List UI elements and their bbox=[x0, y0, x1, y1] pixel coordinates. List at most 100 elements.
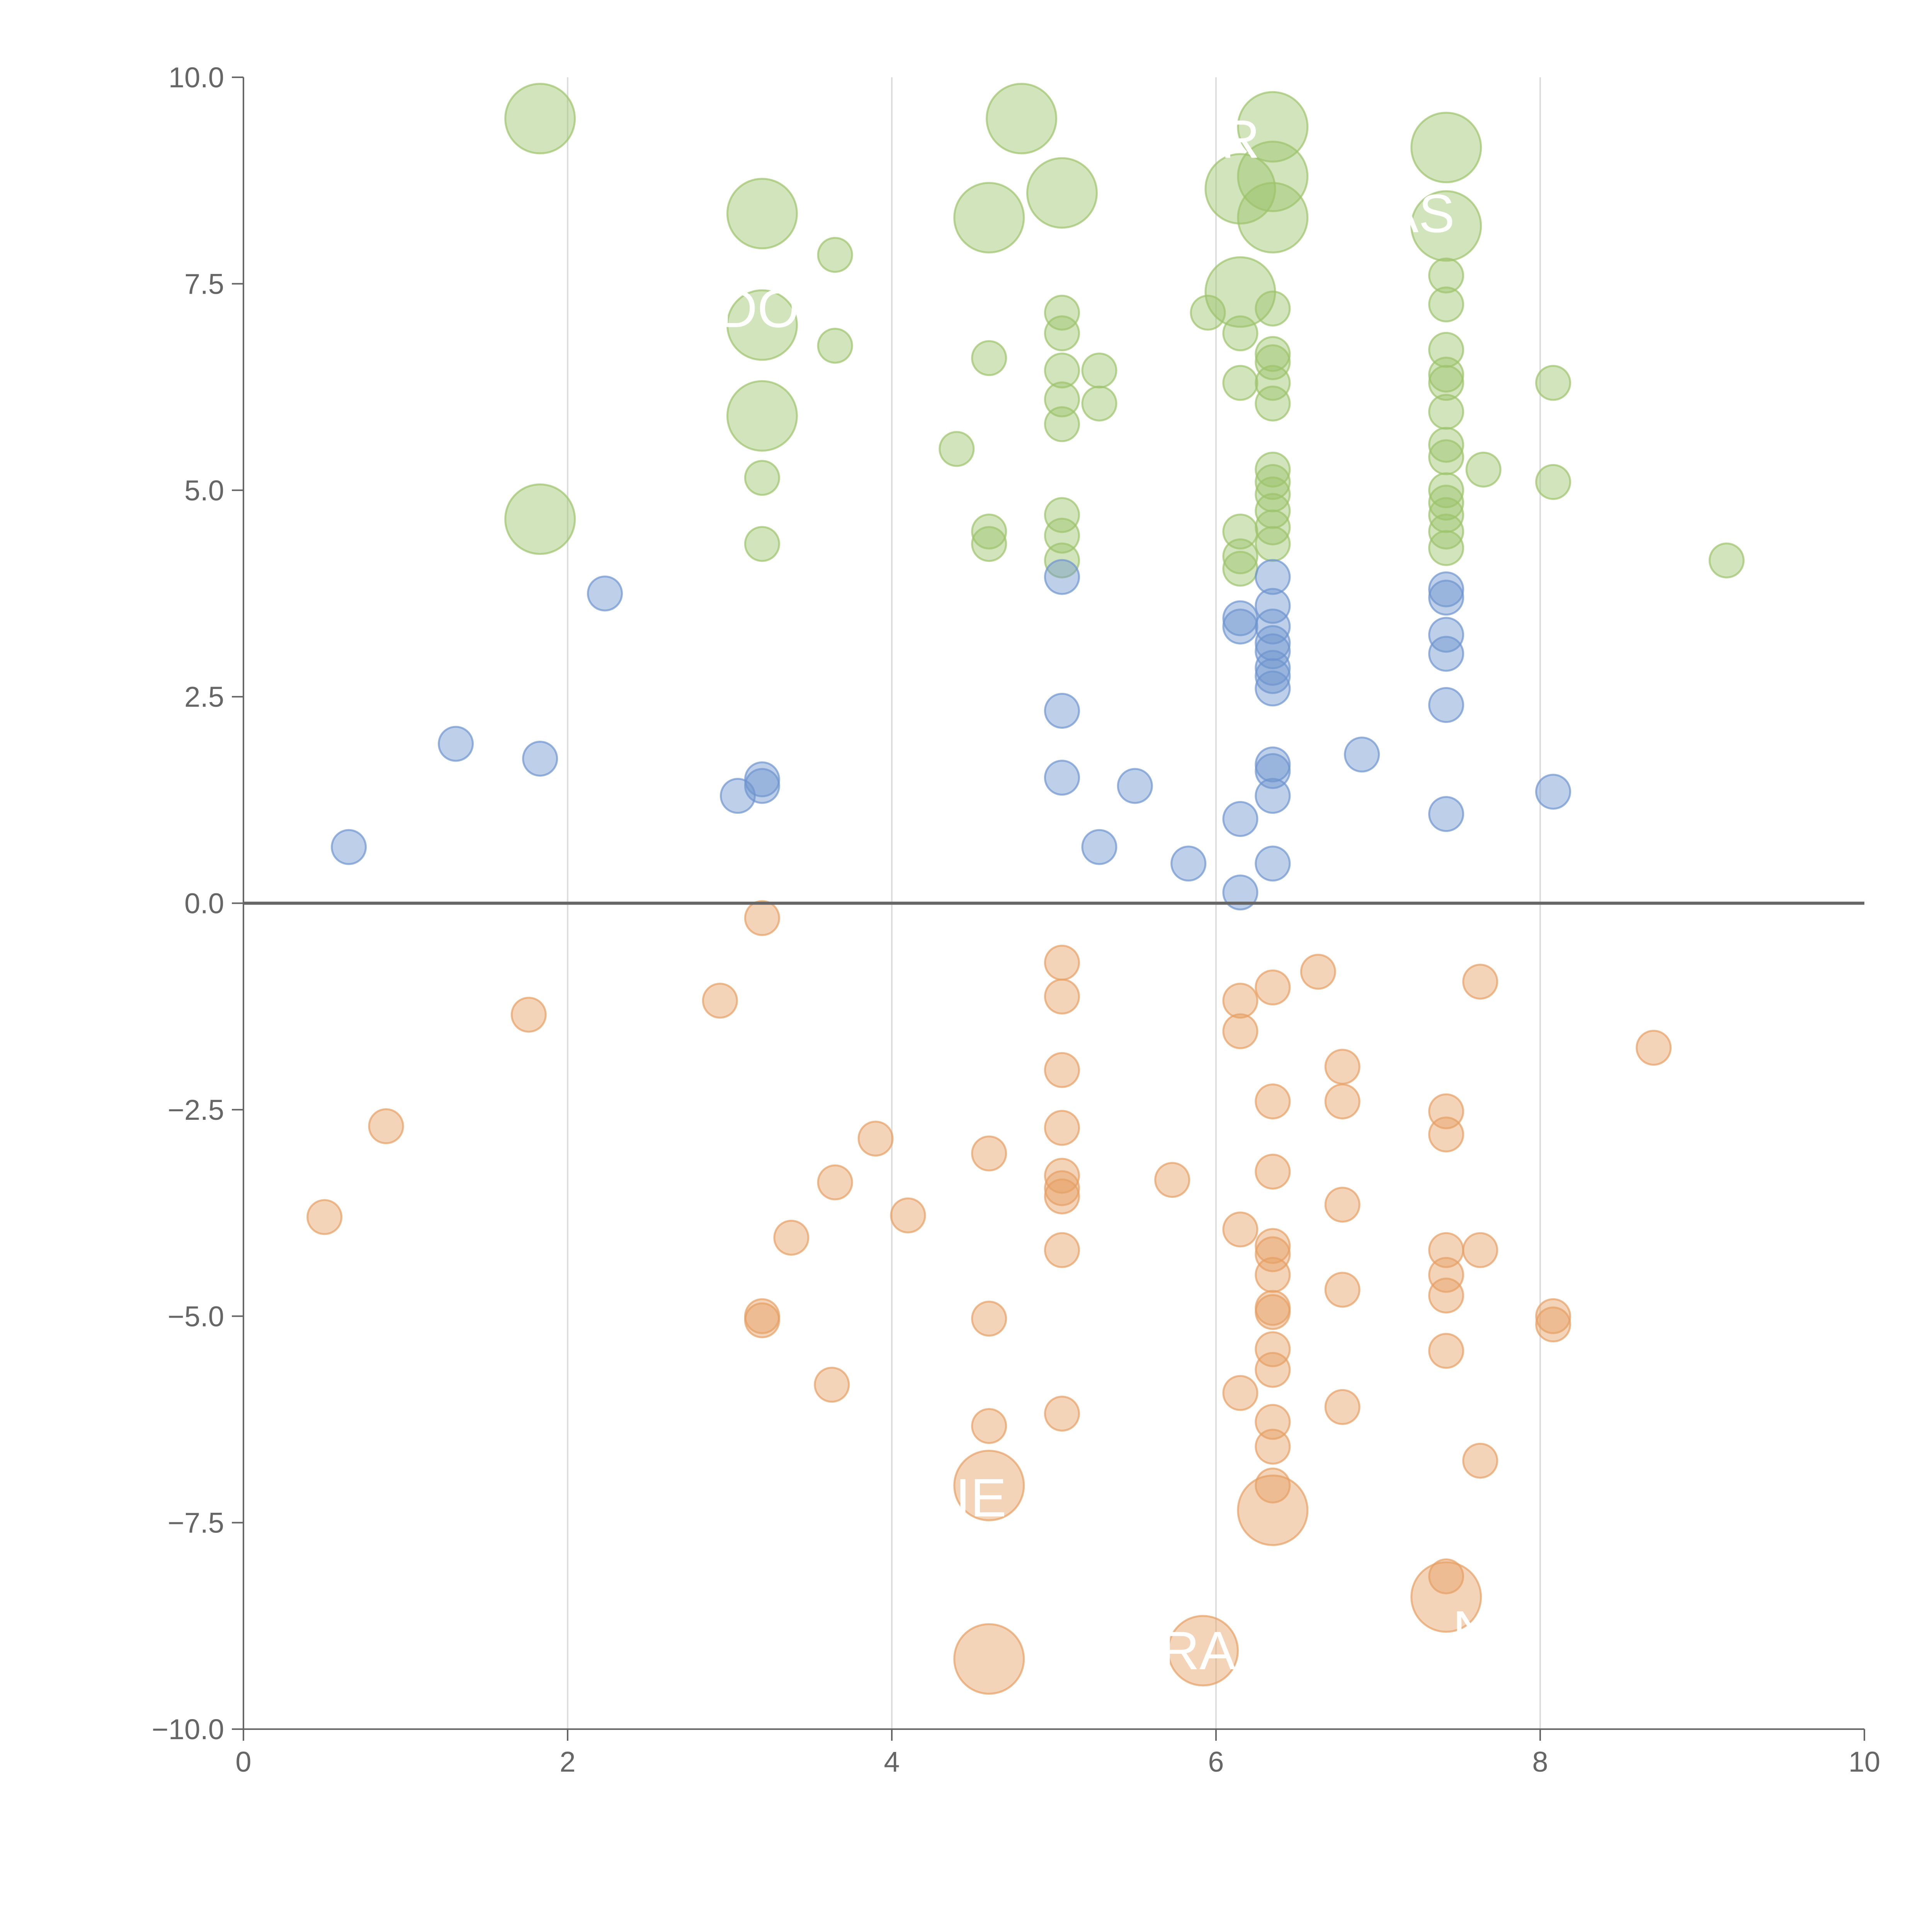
positive-high-bubble bbox=[939, 431, 975, 467]
negative-bubble bbox=[1428, 1333, 1464, 1369]
y-tick-label: 10.0 bbox=[168, 61, 224, 94]
negative-bubble bbox=[1300, 954, 1336, 990]
negative-bubble bbox=[1255, 1404, 1291, 1440]
positive-high-bubble bbox=[1255, 291, 1291, 327]
negative-bubble bbox=[1255, 1153, 1291, 1190]
negative-bubble bbox=[1222, 1375, 1259, 1411]
positive-high-bubble bbox=[1222, 538, 1259, 575]
positive-high-bubble bbox=[1044, 352, 1080, 389]
positive-low-bubble bbox=[1428, 636, 1464, 672]
positive-high-bubble bbox=[726, 380, 798, 452]
negative-bubble bbox=[1222, 983, 1259, 1019]
negative-bubble bbox=[857, 1121, 894, 1157]
negative-bubble bbox=[1324, 1187, 1361, 1223]
positive-high-bubble bbox=[1190, 294, 1226, 331]
negative-bubble bbox=[1462, 964, 1498, 1000]
x-tick-label: 8 bbox=[1532, 1746, 1548, 1778]
positive-low-bubble bbox=[1044, 559, 1080, 595]
positive-high-bubble bbox=[1428, 286, 1464, 323]
negative-bubble bbox=[1044, 1170, 1080, 1206]
negative-bubble bbox=[971, 1408, 1007, 1444]
positive-high-bubble bbox=[1410, 112, 1482, 184]
positive-low-bubble bbox=[1428, 796, 1464, 832]
bubbles bbox=[306, 83, 1745, 1695]
positive-low-bubble bbox=[1428, 580, 1464, 616]
positive-high-bubble bbox=[1428, 427, 1464, 463]
negative-bubble bbox=[1044, 1110, 1080, 1146]
positive-high-bubble bbox=[1255, 451, 1291, 488]
positive-high-bubble bbox=[1237, 141, 1309, 212]
positive-high-bubble bbox=[1428, 257, 1464, 294]
positive-high-bubble bbox=[1222, 551, 1259, 587]
bubble-annotation: IE bbox=[956, 1468, 1007, 1528]
negative-bubble bbox=[971, 1301, 1007, 1337]
negative-bubble bbox=[1255, 1236, 1291, 1272]
positive-high-bubble bbox=[971, 526, 1007, 562]
positive-high-bubble bbox=[1255, 336, 1291, 372]
positive-high-bubble bbox=[1222, 365, 1259, 401]
positive-low-bubble bbox=[1222, 608, 1259, 645]
negative-bubble bbox=[1237, 1475, 1309, 1546]
negative-bubble bbox=[1255, 969, 1291, 1006]
negative-bubble bbox=[1462, 1232, 1498, 1268]
positive-low-bubble bbox=[1255, 650, 1291, 686]
negative-bubble bbox=[971, 1135, 1007, 1172]
positive-high-bubble bbox=[1255, 464, 1291, 500]
positive-high-bubble bbox=[744, 460, 780, 496]
positive-low-bubble bbox=[1255, 658, 1291, 694]
negative-bubble bbox=[1324, 1389, 1361, 1425]
negative-bubble bbox=[1255, 1257, 1291, 1293]
negative-bubble bbox=[1044, 1178, 1080, 1214]
positive-high-bubble bbox=[1237, 91, 1309, 163]
negative-bubble bbox=[1410, 1561, 1482, 1633]
positive-high-bubble bbox=[1428, 365, 1464, 401]
negative-bubble bbox=[1255, 1228, 1291, 1264]
negative-bubble bbox=[1255, 1083, 1291, 1119]
y-tick-label: 5.0 bbox=[184, 474, 224, 507]
positive-low-bubble bbox=[1428, 571, 1464, 607]
positive-high-bubble bbox=[1255, 344, 1291, 380]
positive-low-bubble bbox=[1255, 670, 1291, 707]
positive-high-bubble bbox=[1255, 385, 1291, 422]
bubble-annotation: DO bbox=[718, 278, 799, 339]
negative-bubble bbox=[953, 1623, 1025, 1695]
positive-low-bubble bbox=[1428, 617, 1464, 653]
positive-low-bubble bbox=[1222, 801, 1259, 837]
x-tick-label: 10 bbox=[1849, 1746, 1880, 1778]
y-tick-label: −2.5 bbox=[168, 1094, 224, 1126]
negative-bubble bbox=[744, 1298, 780, 1334]
negative-bubble bbox=[1255, 1294, 1291, 1330]
negative-bubble bbox=[1324, 1049, 1361, 1085]
positive-low-bubble bbox=[1344, 736, 1380, 773]
negative-bubble bbox=[1428, 1558, 1464, 1595]
positive-high-bubble bbox=[726, 178, 798, 250]
positive-high-bubble bbox=[1535, 464, 1571, 500]
negative-bubble bbox=[1222, 1211, 1259, 1248]
negative-bubble bbox=[1044, 1052, 1080, 1088]
negative-bubble bbox=[953, 1449, 1025, 1521]
positive-low-bubble bbox=[1428, 687, 1464, 723]
negative-bubble bbox=[1044, 1395, 1080, 1432]
negative-bubble bbox=[1428, 1277, 1464, 1314]
positive-high-bubble bbox=[1044, 497, 1080, 533]
positive-high-bubble bbox=[726, 289, 798, 361]
positive-low-bubble bbox=[1255, 778, 1291, 814]
positive-high-bubble bbox=[1044, 294, 1080, 331]
positive-low-bubble bbox=[1117, 768, 1153, 804]
negative-bubble bbox=[1154, 1162, 1190, 1198]
positive-high-bubble bbox=[1081, 385, 1117, 422]
positive-high-bubble bbox=[971, 514, 1007, 550]
negative-bubble bbox=[368, 1108, 404, 1145]
positive-low-bubble bbox=[1255, 753, 1291, 789]
positive-low-bubble bbox=[744, 768, 780, 804]
y-tick-label: 2.5 bbox=[184, 681, 224, 713]
negative-bubble bbox=[817, 1164, 853, 1201]
negative-bubble bbox=[1535, 1298, 1571, 1334]
positive-high-bubble bbox=[1535, 365, 1571, 401]
positive-high-bubble bbox=[1081, 352, 1117, 389]
y-tick-label: −10.0 bbox=[152, 1713, 224, 1745]
bubble-annotation: AS bbox=[1383, 183, 1455, 244]
positive-high-bubble bbox=[1237, 182, 1309, 253]
positive-high-bubble bbox=[1428, 357, 1464, 393]
